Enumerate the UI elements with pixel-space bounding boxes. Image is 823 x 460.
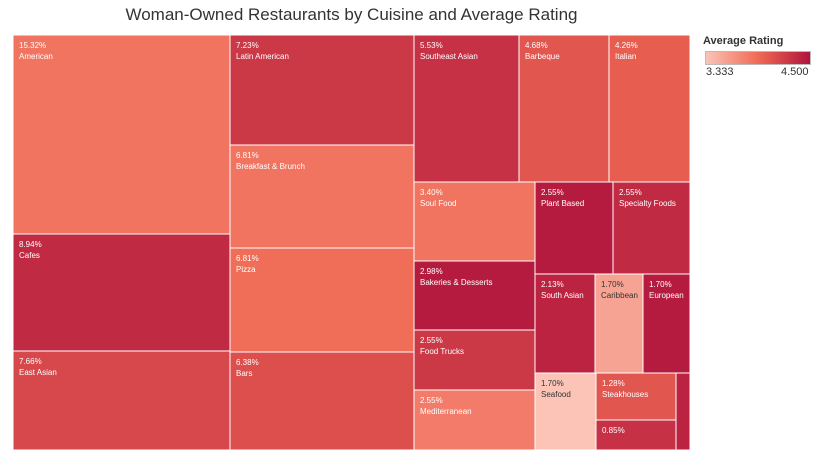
tile-cuisine-label: Food Trucks — [420, 347, 464, 356]
tile-south-asian[interactable]: 2.13% South Asian — [534, 273, 596, 374]
legend-title: Average Rating — [703, 35, 784, 47]
tile-east-asian[interactable]: 7.66% East Asian — [12, 350, 231, 451]
tile-cuisine-label: European — [649, 291, 684, 300]
tile-italian[interactable]: 4.26% Italian — [608, 34, 691, 183]
tile-rect[interactable] — [229, 144, 415, 249]
tile-percent-label: 2.55% — [619, 188, 642, 197]
tile-cuisine-label: Soul Food — [420, 199, 456, 208]
tile-specialty-foods[interactable]: 2.55% Specialty Foods — [612, 181, 691, 275]
tile-percent-label: 2.55% — [420, 336, 443, 345]
tile-bars[interactable]: 6.38% Bars — [229, 351, 415, 451]
tile-cuisine-label: Seafood — [541, 390, 571, 399]
tile-rect[interactable] — [608, 34, 691, 183]
tile-steakhouses[interactable]: 1.28% Steakhouses — [595, 372, 677, 421]
tile-percent-label: 6.81% — [236, 151, 259, 160]
tile-rect[interactable] — [518, 34, 610, 183]
tile-cuisine-label: Pizza — [236, 265, 256, 274]
tile-unlabeled-21[interactable]: 0.85% — [595, 419, 677, 451]
tile-cuisine-label: Mediterranean — [420, 407, 472, 416]
tile-rect[interactable] — [675, 372, 691, 451]
tile-percent-label: 4.68% — [525, 41, 548, 50]
tile-rect[interactable] — [594, 273, 644, 374]
tile-cuisine-label: Breakfast & Brunch — [236, 162, 305, 171]
tile-percent-label: 2.55% — [420, 396, 443, 405]
tile-percent-label: 2.98% — [420, 267, 443, 276]
tile-food-trucks[interactable]: 2.55% Food Trucks — [413, 329, 536, 391]
chart-title: Woman-Owned Restaurants by Cuisine and A… — [125, 5, 578, 24]
tile-rect[interactable] — [229, 351, 415, 451]
tile-cafes[interactable]: 8.94% Cafes — [12, 233, 231, 352]
tile-bakeries-desserts[interactable]: 2.98% Bakeries & Desserts — [413, 260, 536, 331]
tile-percent-label: 15.32% — [19, 41, 46, 50]
tile-percent-label: 7.23% — [236, 41, 259, 50]
tile-cuisine-label: South Asian — [541, 291, 584, 300]
tile-rect[interactable] — [595, 372, 677, 421]
tile-breakfast-brunch[interactable]: 6.81% Breakfast & Brunch — [229, 144, 415, 249]
tile-mediterranean[interactable]: 2.55% Mediterranean — [413, 389, 536, 451]
tile-cuisine-label: Southeast Asian — [420, 52, 478, 61]
tile-rect[interactable] — [595, 419, 677, 451]
legend-color-ramp — [705, 51, 811, 65]
tile-rect[interactable] — [612, 181, 691, 275]
tile-percent-label: 7.66% — [19, 357, 42, 366]
tile-rect[interactable] — [12, 233, 231, 352]
tile-cuisine-label: American — [19, 52, 53, 61]
tile-percent-label: 6.81% — [236, 254, 259, 263]
tile-latin-american[interactable]: 7.23% Latin American — [229, 34, 415, 146]
tile-rect[interactable] — [12, 350, 231, 451]
tile-rect[interactable] — [642, 273, 691, 374]
tile-caribbean[interactable]: 1.70% Caribbean — [594, 273, 644, 374]
tile-percent-label: 0.85% — [602, 426, 625, 435]
tile-cuisine-label: Bars — [236, 369, 252, 378]
tile-rect[interactable] — [12, 34, 231, 235]
tile-cuisine-label: Cafes — [19, 251, 40, 260]
legend-max-label: 4.500 — [781, 66, 809, 78]
tile-cuisine-label: Bakeries & Desserts — [420, 278, 492, 287]
tile-cuisine-label: Barbeque — [525, 52, 560, 61]
tile-cuisine-label: Specialty Foods — [619, 199, 676, 208]
tile-rect[interactable] — [413, 329, 536, 391]
tile-percent-label: 1.70% — [601, 280, 624, 289]
tile-percent-label: 8.94% — [19, 240, 42, 249]
tile-rect[interactable] — [413, 260, 536, 331]
tile-pizza[interactable]: 6.81% Pizza — [229, 247, 415, 353]
tile-seafood[interactable]: 1.70% Seafood — [534, 372, 597, 451]
tile-rect[interactable] — [534, 372, 597, 451]
tile-american[interactable]: 15.32% American — [12, 34, 231, 235]
tile-percent-label: 1.70% — [541, 379, 564, 388]
tile-southeast-asian[interactable]: 5.53% Southeast Asian — [413, 34, 520, 183]
tile-european[interactable]: 1.70% European — [642, 273, 691, 374]
legend-min-label: 3.333 — [706, 66, 734, 78]
tile-percent-label: 4.26% — [615, 41, 638, 50]
tile-cuisine-label: East Asian — [19, 368, 57, 377]
tile-percent-label: 2.55% — [541, 188, 564, 197]
tile-percent-label: 6.38% — [236, 358, 259, 367]
tile-percent-label: 3.40% — [420, 188, 443, 197]
tile-barbeque[interactable]: 4.68% Barbeque — [518, 34, 610, 183]
tile-rect[interactable] — [413, 181, 536, 262]
tile-cuisine-label: Steakhouses — [602, 390, 648, 399]
tile-soul-food[interactable]: 3.40% Soul Food — [413, 181, 536, 262]
tile-percent-label: 2.13% — [541, 280, 564, 289]
tile-percent-label: 1.28% — [602, 379, 625, 388]
tile-rect[interactable] — [229, 247, 415, 353]
tile-cuisine-label: Italian — [615, 52, 636, 61]
tile-rect[interactable] — [534, 181, 614, 275]
tile-rect[interactable] — [413, 389, 536, 451]
tile-cuisine-label: Latin American — [236, 52, 289, 61]
tile-percent-label: 5.53% — [420, 41, 443, 50]
tile-plant-based[interactable]: 2.55% Plant Based — [534, 181, 614, 275]
tile-percent-label: 1.70% — [649, 280, 672, 289]
tile-cuisine-label: Caribbean — [601, 291, 638, 300]
tile-cuisine-label: Plant Based — [541, 199, 584, 208]
tile-unlabeled-22[interactable] — [675, 372, 691, 451]
